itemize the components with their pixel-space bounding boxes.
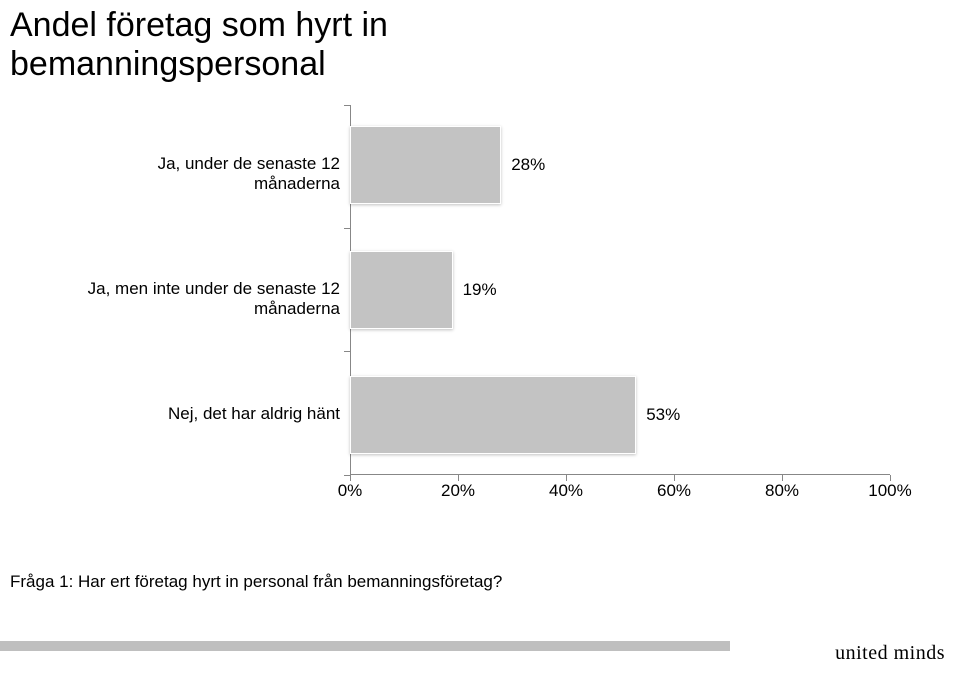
bar-chart: Ja, under de senaste 12 månaderna Ja, me… <box>70 105 890 505</box>
x-tick-label: 0% <box>338 481 363 501</box>
bar <box>350 126 501 204</box>
x-tick-label: 20% <box>441 481 475 501</box>
x-tick-label: 40% <box>549 481 583 501</box>
plot-area: 28% 19% 53% <box>350 105 890 475</box>
x-axis <box>350 474 890 475</box>
category-label: Ja, men inte under de senaste 12 månader… <box>70 279 340 319</box>
bar-value: 28% <box>511 155 545 175</box>
title-line-2: bemanningspersonal <box>10 45 326 83</box>
question-text: Fråga 1: Har ert företag hyrt in persona… <box>10 572 502 592</box>
bar <box>350 376 636 454</box>
footer-bar <box>0 641 730 651</box>
y-tick <box>344 228 350 229</box>
category-label: Nej, det har aldrig hänt <box>70 404 340 424</box>
bar-value: 53% <box>646 405 680 425</box>
bar-row: 53% <box>350 375 890 455</box>
bar <box>350 251 453 329</box>
y-tick <box>344 351 350 352</box>
title-line-1: Andel företag som hyrt in <box>10 6 388 44</box>
bar-value: 19% <box>463 280 497 300</box>
y-tick <box>344 105 350 106</box>
category-label: Ja, under de senaste 12 månaderna <box>70 154 340 194</box>
logo-text: united minds <box>835 642 945 665</box>
x-tick-label: 80% <box>765 481 799 501</box>
bar-row: 19% <box>350 250 890 330</box>
x-tick-label: 100% <box>868 481 911 501</box>
x-tick-label: 60% <box>657 481 691 501</box>
page-title: Andel företag som hyrt in bemanningspers… <box>10 6 388 84</box>
bar-row: 28% <box>350 125 890 205</box>
